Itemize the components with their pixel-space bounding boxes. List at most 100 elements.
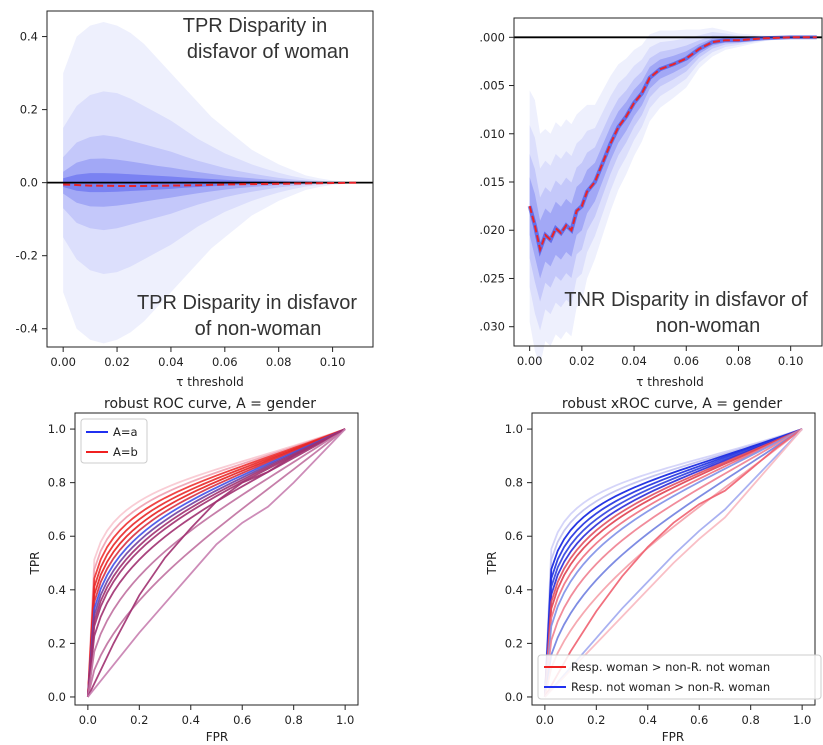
tpr-annotation-bottom-line1: TPR Disparity in disfavor (137, 292, 357, 314)
tnr-ytick-label: .020 (479, 223, 505, 237)
roc-xtick-label: 0.8 (285, 713, 303, 727)
xroc-curve (543, 428, 803, 698)
roc-ticks: 0.0 0.2 0.4 0.6 0.8 1.0 0.0 0.2 0.4 0.6 0.8 1.0 (48, 422, 355, 727)
tnr-xtick-label: 0.06 (673, 354, 699, 368)
tnr-band-4 (529, 37, 817, 279)
roc-frame (74, 412, 359, 706)
tpr-annotation-top-line1: TPR Disparity in (183, 15, 327, 37)
xroc-xtick-label: 0.8 (742, 713, 760, 727)
xroc-legend-label-2: Resp. not woman > non-R. woman (571, 680, 770, 694)
xroc-knee-curve (544, 428, 803, 698)
roc-plot-area (86, 428, 346, 698)
roc-ytick-label: 1.0 (48, 422, 66, 436)
tpr-xtick-label: 0.08 (266, 355, 292, 369)
xroc-ytick-label: 0.6 (505, 529, 523, 543)
xroc-xtick-label: 1.0 (793, 713, 811, 727)
tpr-xtick-label: 0.00 (50, 355, 76, 369)
tnr-xtick-label: 0.10 (778, 354, 804, 368)
tnr-ytick-label: .030 (479, 320, 505, 334)
roc-curve (86, 428, 346, 698)
roc-panel: robust ROC curve, A = gender 0.0 0.2 0.4 0.… (28, 396, 359, 744)
xroc-panel: robust xROC curve, A = gender 0.0 0.2 0.4 0… (485, 396, 822, 744)
xroc-ytick-label: 0.4 (505, 583, 523, 597)
tpr-annotation-bottom-line2: of non-woman (195, 318, 322, 340)
tpr-disparity-frame (46, 10, 374, 348)
roc-legend-label-a: A=a (113, 425, 138, 439)
roc-xtick-label: 0.6 (233, 713, 251, 727)
xroc-curve (543, 428, 803, 698)
roc-legend-label-b: A=b (113, 445, 138, 459)
roc-ytick-label: 0.8 (48, 476, 66, 490)
roc-xlabel: FPR (206, 730, 228, 744)
tnr-mean-line (528, 36, 817, 254)
tnr-ytick-label: .015 (479, 175, 505, 189)
tpr-mean-line (63, 181, 360, 187)
xroc-frame (531, 412, 816, 706)
tpr-disparity-panel: 0.00 0.02 0.04 0.06 0.08 0.10 0.4 0.2 0.0 -0.2 -0.… (16, 10, 374, 389)
xroc-xtick-label: 0.4 (639, 713, 657, 727)
xroc-plot-area (543, 428, 803, 698)
tpr-xtick-label: 0.04 (158, 355, 184, 369)
tnr-ytick-label: .025 (479, 271, 505, 285)
tnr-annotation-line1: TNR Disparity in disfavor of (564, 289, 808, 311)
tpr-annotation-top-line2: disfavor of woman (187, 41, 349, 63)
tpr-ytick-label: 0.0 (20, 176, 38, 190)
tnr-disparity-xlabel: τ threshold (636, 375, 704, 389)
tnr-xtick-label: 0.02 (569, 354, 595, 368)
tpr-xtick-label: 0.10 (320, 355, 346, 369)
tnr-ytick-label: .005 (479, 79, 505, 93)
xroc-legend: Resp. woman > non-R. not woman Resp. not… (537, 654, 822, 700)
tnr-ytick-label: .010 (479, 127, 505, 141)
tnr-xtick-label: 0.08 (726, 354, 752, 368)
roc-xtick-label: 0.4 (182, 713, 200, 727)
xroc-title: robust xROC curve, A = gender (562, 396, 782, 412)
tnr-xtick-label: 0.00 (517, 354, 543, 368)
roc-xtick-label: 0.0 (79, 713, 97, 727)
xroc-ticks: 0.0 0.2 0.4 0.6 0.8 1.0 0.0 0.2 0.4 0.6 0.8 1.0 (505, 422, 812, 727)
xroc-xlabel: FPR (662, 730, 684, 744)
xroc-xtick-label: 0.0 (536, 713, 554, 727)
tnr-band-3 (529, 35, 817, 302)
xroc-curve (543, 428, 803, 698)
tpr-ytick-label: -0.2 (16, 249, 38, 263)
roc-title: robust ROC curve, A = gender (104, 396, 316, 412)
xroc-curve (543, 428, 803, 698)
xroc-legend-label-1: Resp. woman > non-R. not woman (571, 660, 770, 674)
tnr-band-1 (529, 27, 817, 366)
xroc-ytick-label: 0.0 (505, 690, 523, 704)
xroc-ylabel: TPR (485, 552, 499, 576)
xroc-knee-curve (544, 428, 803, 698)
tpr-xtick-label: 0.02 (104, 355, 130, 369)
xroc-ytick-label: 0.2 (505, 636, 523, 650)
tnr-disparity-ticks: 0.00 0.02 0.04 0.06 0.08 0.10 .000 .005 .010 .015… (479, 30, 803, 368)
roc-knee-curve (87, 428, 346, 698)
xroc-curve (543, 428, 803, 698)
tpr-xtick-label: 0.06 (212, 355, 238, 369)
roc-ylabel: TPR (28, 552, 42, 576)
roc-xtick-label: 1.0 (336, 713, 354, 727)
tpr-disparity-xlabel: τ threshold (176, 375, 244, 389)
tpr-disparity-ticks: 0.00 0.02 0.04 0.06 0.08 0.10 0.4 0.2 0.0 -0.2 -0.… (16, 30, 346, 369)
roc-ytick-label: 0.4 (48, 583, 66, 597)
roc-ytick-label: 0.0 (48, 690, 66, 704)
tpr-ytick-label: -0.4 (16, 322, 38, 336)
roc-ytick-label: 0.2 (48, 636, 66, 650)
roc-xtick-label: 0.2 (130, 713, 148, 727)
xroc-ytick-label: 0.8 (505, 476, 523, 490)
xroc-xtick-label: 0.6 (690, 713, 708, 727)
roc-knee-curve (87, 428, 346, 698)
tnr-xtick-label: 0.04 (621, 354, 647, 368)
xroc-knee-curve (544, 428, 803, 698)
xroc-legend-box (537, 654, 822, 700)
tpr-ytick-label: 0.4 (20, 30, 38, 44)
tnr-disparity-plot-area (514, 27, 822, 366)
xroc-xtick-label: 0.2 (587, 713, 605, 727)
roc-ytick-label: 0.6 (48, 529, 66, 543)
tnr-annotation-line2: non-woman (656, 315, 761, 337)
tnr-ytick-label: .000 (479, 30, 505, 44)
xroc-ytick-label: 1.0 (505, 422, 523, 436)
tpr-disparity-plot-area (47, 21, 373, 344)
tnr-disparity-panel: 0.00 0.02 0.04 0.06 0.08 0.10 .000 .005 .010 .015… (479, 17, 823, 389)
tpr-ytick-label: 0.2 (20, 103, 38, 117)
